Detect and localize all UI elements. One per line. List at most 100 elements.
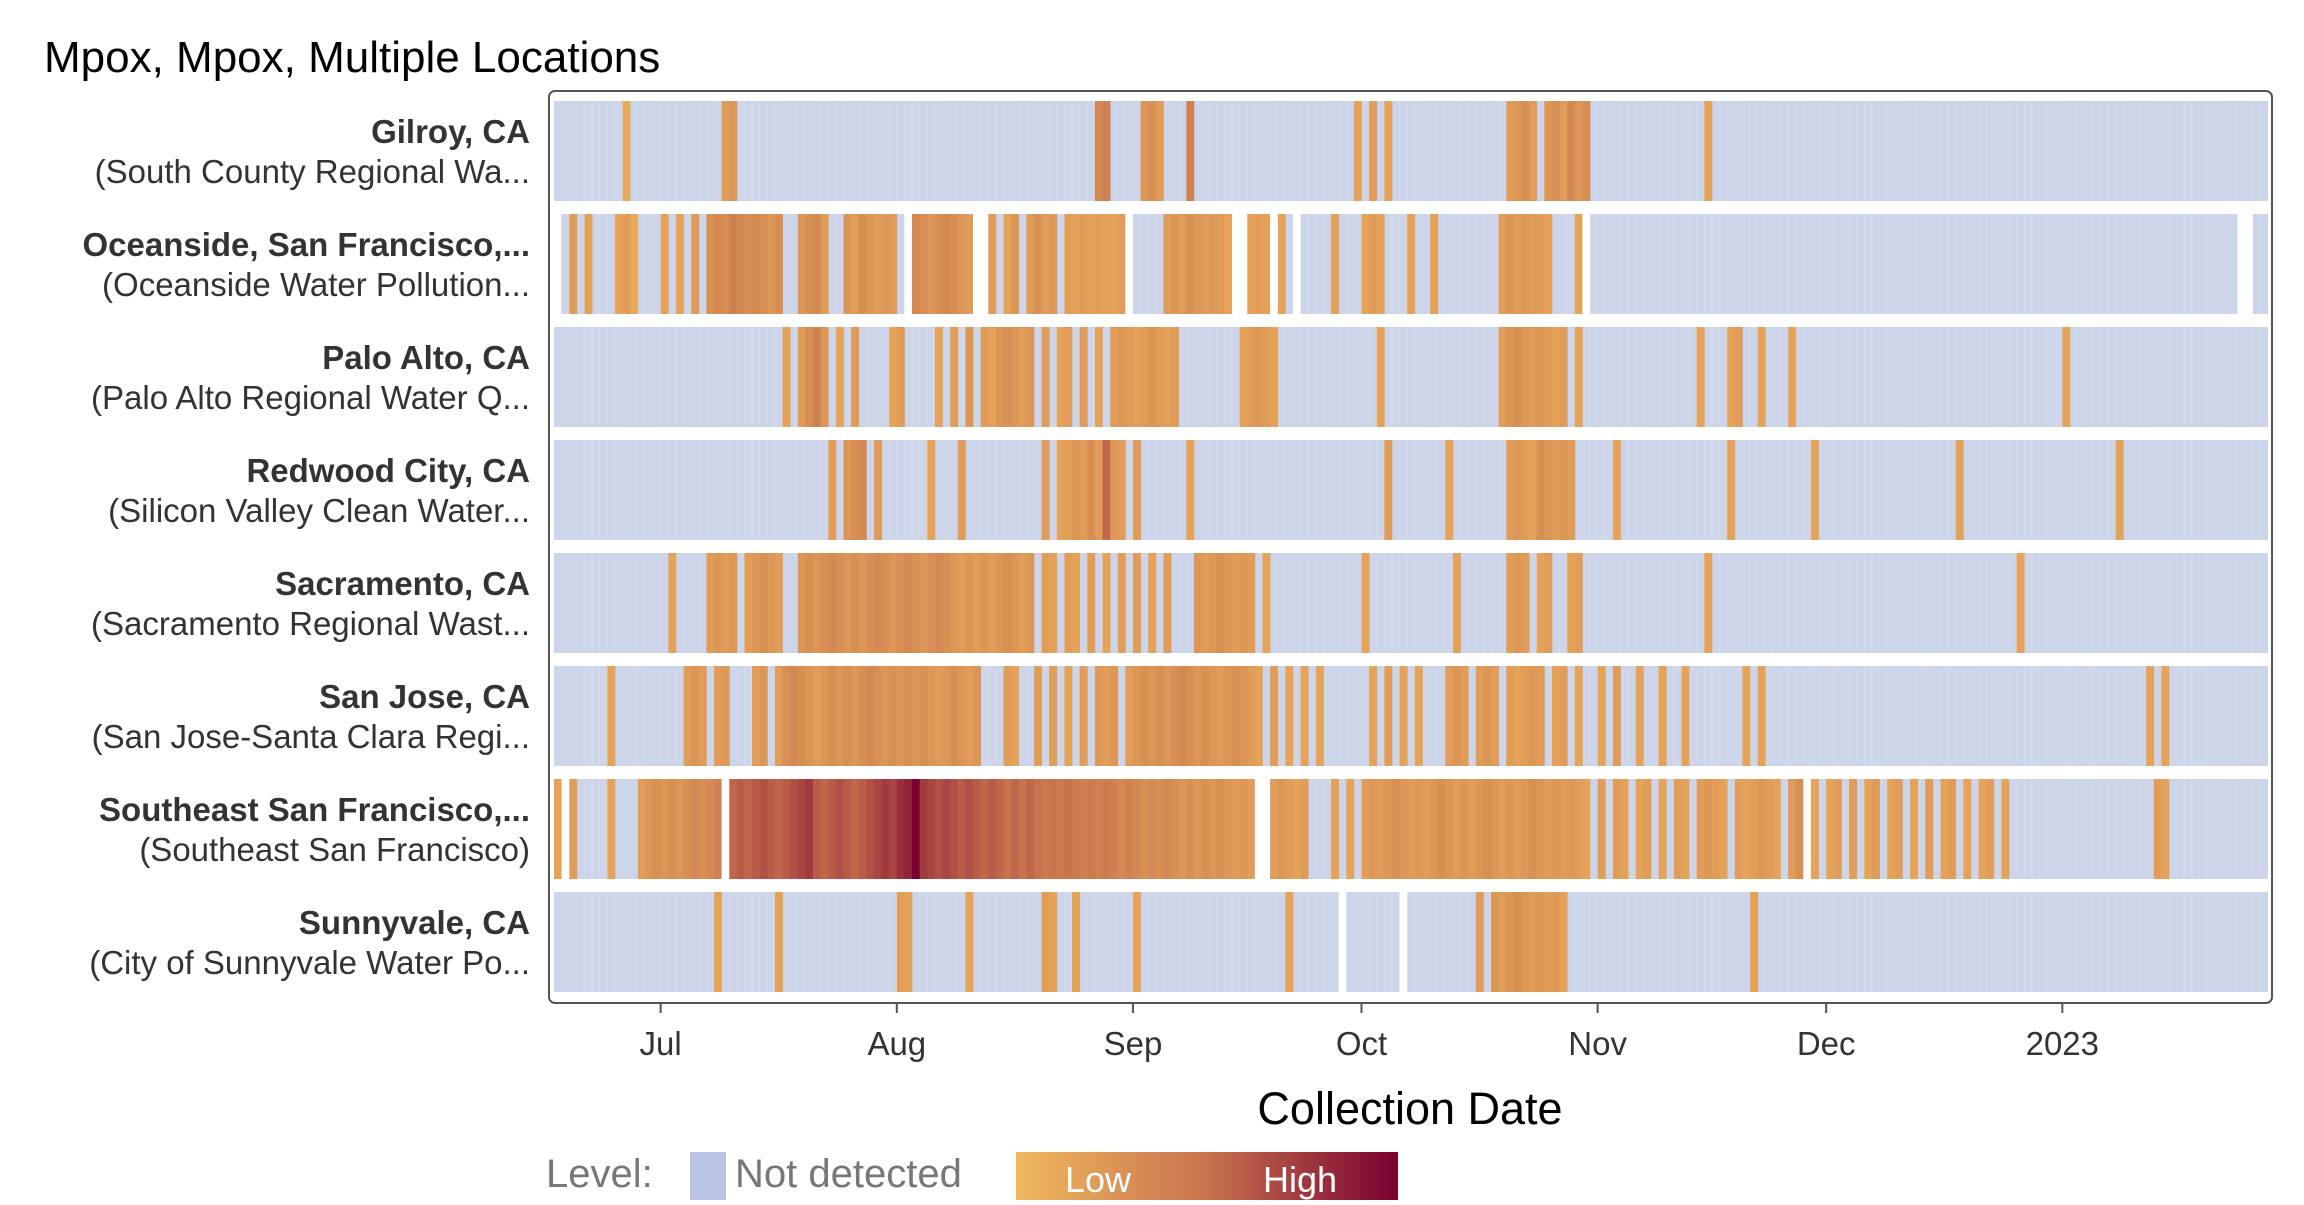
day-grid-line	[607, 892, 608, 992]
day-grid-line	[987, 892, 989, 992]
day-grid-line	[599, 892, 600, 992]
row-location-name: Redwood City, CA	[246, 452, 530, 489]
day-grid-line	[675, 666, 677, 766]
detection-cell	[1079, 327, 1088, 427]
detection-cell	[1506, 327, 1515, 427]
day-grid-line	[1445, 553, 1446, 653]
detection-cell	[957, 779, 966, 879]
day-grid-line	[1635, 892, 1636, 992]
detection-cell	[752, 779, 761, 879]
day-grid-line	[1932, 327, 1934, 427]
detection-cell	[752, 666, 761, 766]
detection-cell	[1544, 892, 1553, 992]
day-grid-line	[1254, 440, 1256, 540]
day-grid-line	[1719, 440, 1720, 540]
day-grid-line	[927, 327, 928, 427]
day-grid-line	[1429, 101, 1431, 201]
x-tick-label: Sep	[1104, 1025, 1163, 1062]
detection-cell	[1529, 327, 1538, 427]
day-grid-line	[1186, 327, 1187, 427]
detection-cell	[927, 779, 936, 879]
detection-cell	[934, 553, 943, 653]
day-grid-line	[2001, 214, 2002, 314]
day-grid-line	[2031, 214, 2033, 314]
day-grid-line	[2100, 553, 2101, 653]
day-grid-line	[2100, 440, 2101, 540]
day-grid-line	[744, 892, 745, 992]
detection-cell	[1132, 779, 1141, 879]
detection-cell	[1696, 779, 1705, 879]
day-grid-line	[1406, 327, 1408, 427]
detection-cell	[873, 666, 882, 766]
detection-cell	[1529, 666, 1538, 766]
day-grid-line	[1909, 666, 1911, 766]
detection-cell	[820, 666, 829, 766]
detection-cell	[1072, 440, 1081, 540]
detection-cell	[1567, 101, 1576, 201]
day-grid-line	[1452, 327, 1454, 427]
day-grid-line	[896, 101, 898, 201]
missing-sample-gap	[1803, 777, 1811, 881]
detection-cell	[1894, 779, 1903, 879]
day-grid-line	[1780, 101, 1781, 201]
day-grid-line	[2039, 892, 2040, 992]
day-grid-line	[2069, 892, 2071, 992]
detection-cell	[942, 214, 951, 314]
day-grid-line	[1764, 553, 1766, 653]
detection-cell	[904, 779, 913, 879]
day-grid-line	[774, 440, 776, 540]
day-grid-line	[1963, 553, 1964, 653]
day-grid-line	[2229, 327, 2231, 427]
day-grid-line	[1338, 101, 1339, 201]
day-grid-line	[652, 214, 654, 314]
detection-cell	[1026, 779, 1035, 879]
day-grid-line	[568, 553, 570, 653]
day-grid-line	[1307, 892, 1309, 992]
day-grid-line	[1825, 553, 1827, 653]
detection-cell	[790, 779, 799, 879]
detection-cell	[889, 327, 898, 427]
detection-cell	[1033, 666, 1042, 766]
day-grid-line	[1902, 892, 1903, 992]
day-grid-line	[1825, 666, 1827, 766]
detection-cell	[1475, 779, 1484, 879]
day-grid-line	[1498, 553, 1499, 653]
day-grid-line	[1224, 101, 1225, 201]
detection-cell	[1506, 779, 1515, 879]
detection-cell	[934, 779, 943, 879]
detection-cell	[1704, 553, 1713, 653]
day-grid-line	[759, 892, 760, 992]
day-grid-line	[1650, 553, 1652, 653]
day-grid-line	[2008, 553, 2010, 653]
detection-cell	[1094, 440, 1103, 540]
day-grid-line	[1285, 327, 1286, 427]
detection-cell	[873, 553, 882, 653]
day-grid-line	[690, 892, 692, 992]
x-tick-label: Nov	[1568, 1025, 1627, 1062]
day-grid-line	[1193, 327, 1195, 427]
detection-cell	[858, 779, 867, 879]
day-grid-line	[2046, 327, 2048, 427]
detection-cell	[1155, 327, 1164, 427]
day-grid-line	[1323, 327, 1324, 427]
day-grid-line	[1978, 666, 1979, 766]
day-grid-line	[1635, 440, 1636, 540]
day-grid-line	[1285, 440, 1286, 540]
day-grid-line	[2115, 553, 2116, 653]
day-grid-line	[599, 779, 600, 879]
day-grid-line	[1970, 101, 1972, 201]
day-grid-line	[1399, 553, 1400, 653]
missing-sample-gap	[554, 212, 562, 316]
day-grid-line	[1818, 892, 1819, 992]
day-grid-line	[1985, 440, 1987, 540]
day-grid-line	[614, 553, 616, 653]
day-grid-line	[2176, 327, 2177, 427]
day-grid-line	[934, 101, 936, 201]
day-grid-line	[1650, 892, 1652, 992]
day-grid-line	[888, 101, 890, 201]
day-grid-line	[2176, 101, 2177, 201]
day-grid-line	[1841, 553, 1842, 653]
day-grid-line	[1940, 101, 1941, 201]
detection-cell	[995, 779, 1004, 879]
